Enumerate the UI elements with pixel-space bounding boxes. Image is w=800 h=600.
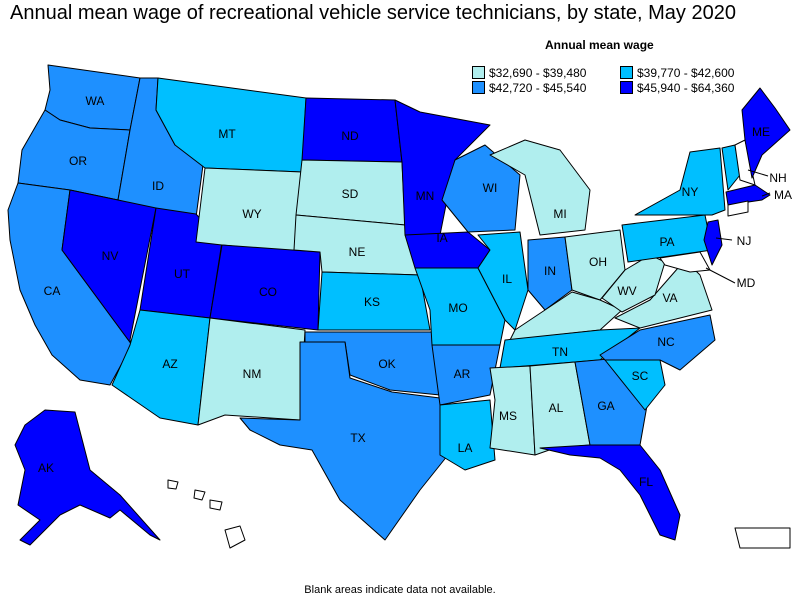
label-fl: FL bbox=[639, 475, 653, 489]
label-nj: NJ bbox=[737, 234, 752, 248]
label-id: ID bbox=[152, 179, 164, 193]
state-ny[interactable] bbox=[634, 147, 726, 216]
label-mi: MI bbox=[553, 207, 566, 221]
label-co: CO bbox=[259, 285, 277, 299]
legend-label-4: $45,940 - $64,360 bbox=[637, 81, 735, 95]
label-va: VA bbox=[662, 291, 677, 305]
legend-title: Annual mean wage bbox=[545, 38, 654, 52]
state-nm[interactable] bbox=[197, 317, 306, 426]
label-nh: NH bbox=[769, 171, 786, 185]
label-ok: OK bbox=[378, 357, 395, 371]
callout-line-md bbox=[705, 267, 736, 284]
state-me[interactable] bbox=[741, 87, 791, 179]
label-ga: GA bbox=[597, 399, 614, 413]
puerto-rico bbox=[734, 527, 791, 549]
label-ak: AK bbox=[38, 461, 54, 475]
state-nv[interactable] bbox=[61, 189, 157, 346]
hawaii-island bbox=[167, 479, 179, 490]
legend-label-2: $39,770 - $42,600 bbox=[637, 66, 735, 80]
state-ks[interactable] bbox=[317, 271, 431, 331]
state-ak[interactable] bbox=[14, 409, 161, 546]
label-sd: SD bbox=[342, 187, 359, 201]
callout-line-nj bbox=[715, 237, 733, 241]
label-sc: SC bbox=[632, 369, 649, 383]
label-in: IN bbox=[544, 264, 556, 278]
legend-swatch-2 bbox=[620, 66, 633, 79]
label-wv: WV bbox=[617, 284, 636, 298]
label-mn: MN bbox=[416, 189, 435, 203]
callout-line-nh bbox=[747, 169, 769, 177]
state-il[interactable] bbox=[477, 231, 529, 331]
label-az: AZ bbox=[162, 357, 177, 371]
label-md: MD bbox=[737, 276, 756, 290]
label-oh: OH bbox=[589, 255, 607, 269]
label-me: ME bbox=[752, 125, 770, 139]
state-nc[interactable] bbox=[599, 314, 716, 371]
label-la: LA bbox=[458, 441, 473, 455]
state-mi[interactable] bbox=[489, 139, 591, 236]
label-ca: CA bbox=[44, 284, 61, 298]
state-in[interactable] bbox=[527, 236, 573, 311]
legend-item-4: $45,940 - $64,360 bbox=[620, 81, 734, 95]
map-title: Annual mean wage of recreational vehicle… bbox=[10, 2, 736, 24]
hawaii-island bbox=[209, 499, 223, 511]
label-pa: PA bbox=[659, 235, 674, 249]
state-ar[interactable] bbox=[431, 344, 501, 406]
legend-swatch-3 bbox=[472, 81, 485, 94]
label-mo: MO bbox=[448, 301, 467, 315]
label-ne: NE bbox=[349, 245, 366, 259]
label-nc: NC bbox=[657, 335, 675, 349]
callout-line-ma bbox=[761, 192, 771, 197]
label-ks: KS bbox=[364, 295, 380, 309]
label-al: AL bbox=[549, 401, 564, 415]
state-nj[interactable] bbox=[703, 219, 723, 266]
footnote: Blank areas indicate data not available. bbox=[304, 584, 496, 596]
label-tn: TN bbox=[552, 345, 568, 359]
state-tx[interactable] bbox=[239, 341, 453, 541]
label-ms: MS bbox=[499, 409, 517, 423]
label-or: OR bbox=[69, 154, 87, 168]
state-va[interactable] bbox=[614, 259, 713, 329]
label-il: IL bbox=[502, 272, 512, 286]
label-ma: MA bbox=[774, 188, 792, 202]
label-ny: NY bbox=[682, 185, 699, 199]
label-wi: WI bbox=[483, 181, 498, 195]
legend-item-1: $32,690 - $39,480 bbox=[472, 66, 586, 80]
state-ct bbox=[727, 200, 749, 217]
state-fl[interactable] bbox=[539, 444, 681, 541]
hawaii-island bbox=[224, 525, 246, 549]
state-wi[interactable] bbox=[441, 144, 521, 233]
label-nd: ND bbox=[341, 129, 359, 143]
state-la[interactable] bbox=[439, 399, 496, 471]
label-ia: IA bbox=[436, 231, 447, 245]
hawaii-island bbox=[193, 489, 206, 501]
state-ms[interactable] bbox=[489, 365, 536, 456]
label-mt: MT bbox=[218, 127, 236, 141]
legend-item-2: $39,770 - $42,600 bbox=[620, 66, 734, 80]
label-nm: NM bbox=[243, 367, 262, 381]
label-ar: AR bbox=[454, 367, 471, 381]
label-wy: WY bbox=[242, 207, 261, 221]
label-ut: UT bbox=[174, 267, 191, 281]
label-wa: WA bbox=[86, 94, 105, 108]
label-tx: TX bbox=[350, 431, 365, 445]
state-ma[interactable] bbox=[725, 184, 771, 206]
legend-label-3: $42,720 - $45,540 bbox=[489, 81, 587, 95]
legend-item-3: $42,720 - $45,540 bbox=[472, 81, 586, 95]
legend-swatch-4 bbox=[620, 81, 633, 94]
legend-swatch-1 bbox=[472, 66, 485, 79]
legend-label-1: $32,690 - $39,480 bbox=[489, 66, 587, 80]
label-nv: NV bbox=[102, 249, 119, 263]
state-md bbox=[659, 251, 711, 273]
